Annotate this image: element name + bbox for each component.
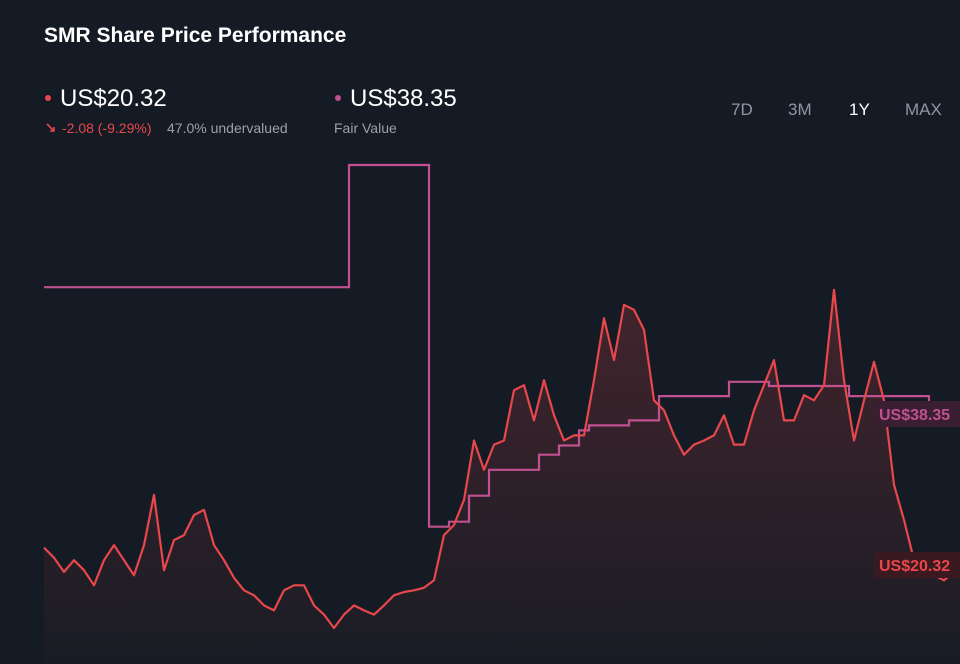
down-arrow bbox=[46, 123, 55, 132]
range-button[interactable]: 1Y bbox=[849, 100, 870, 119]
range-button[interactable]: 3M bbox=[788, 100, 812, 119]
price-area bbox=[44, 289, 960, 664]
price-dot bbox=[45, 95, 51, 101]
range-button[interactable]: MAX bbox=[905, 100, 942, 119]
title: SMR Share Price Performance bbox=[44, 24, 347, 47]
price-line bbox=[43, 288, 960, 630]
fair-value-label: Fair Value bbox=[334, 120, 397, 136]
fair-end-label: US$38.35 bbox=[879, 407, 950, 424]
fair-value-line bbox=[44, 163, 960, 528]
fair-label-box bbox=[874, 401, 960, 427]
change: -2.08 (-9.29%) bbox=[62, 120, 152, 136]
price: US$20.32 bbox=[60, 85, 167, 112]
range-button[interactable]: 7D bbox=[731, 100, 753, 119]
price-label-box bbox=[874, 552, 960, 578]
valuation: 47.0% undervalued bbox=[167, 120, 288, 136]
price-end-label: US$20.32 bbox=[879, 558, 950, 575]
fair-value: US$38.35 bbox=[350, 85, 457, 112]
fair-dot bbox=[335, 95, 341, 101]
